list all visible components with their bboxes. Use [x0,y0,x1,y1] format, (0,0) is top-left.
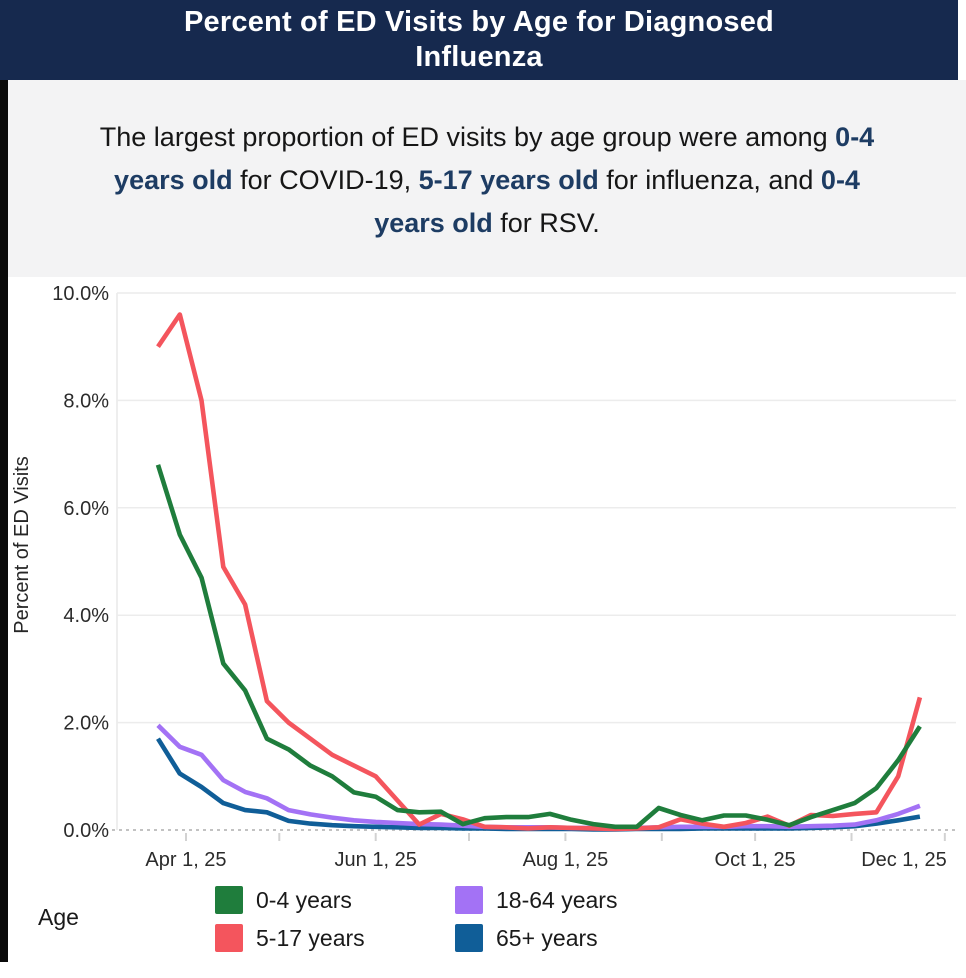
left-border-strip [0,80,8,962]
legend-column-2: 18-64 years 65+ years [455,886,617,952]
x-tick-label: Aug 1, 25 [523,849,609,871]
legend-item-5-17-years[interactable]: 5-17 years [215,924,365,952]
x-tick-label: Dec 1, 25 [861,849,947,871]
legend-swatch-purple [455,886,483,914]
series-line-0-4-years[interactable] [155,464,922,830]
x-tick-label: Apr 1, 25 [145,849,226,871]
page-title: Percent of ED Visits by Age for Diagnose… [184,5,774,75]
legend-label: 0-4 years [256,886,352,913]
key-finding-text: The largest proportion of ED visits by a… [32,116,942,245]
y-tick-label: 2.0% [63,713,109,735]
legend-item-0-4-years[interactable]: 0-4 years [215,886,365,914]
key-finding-line: years old for COVID-19, 5-17 years old f… [114,165,860,195]
chart-title-banner: Percent of ED Visits by Age for Diagnose… [0,0,958,80]
y-tick-label: 8.0% [63,390,109,412]
key-finding-line: The largest proportion of ED visits by a… [99,122,875,152]
key-finding-banner: The largest proportion of ED visits by a… [8,80,966,277]
series-lines [155,312,923,832]
key-finding-line: years old for RSV. [374,208,600,238]
series-line-5-17-years[interactable] [156,312,923,832]
legend-label: 18-64 years [496,886,618,913]
gridlines [112,292,958,831]
legend-item-18-64-years[interactable]: 18-64 years [455,886,617,914]
x-axis: Apr 1, 25 Jun 1, 25 Aug 1, 25 Oct 1, 25 Dec … [145,833,947,871]
x-tick-label: Oct 1, 25 [715,849,796,871]
legend-title: Age [38,904,79,930]
y-tick-label: 6.0% [63,498,109,520]
y-tick-label: 0.0% [63,820,109,842]
x-tick-label: Jun 1, 25 [335,849,417,871]
page-title-line-2: Influenza [415,41,543,73]
legend-swatch-green [215,886,243,914]
ed-visits-line-chart[interactable]: 0.0% 2.0% 4.0% 6.0% 8.0% 10.0% Apr 1, 25 Jun 1… [8,277,958,877]
y-tick-label: 10.0% [52,283,109,305]
legend-item-65-plus-years[interactable]: 65+ years [455,924,617,952]
y-tick-label: 4.0% [63,605,109,627]
legend-column-1: 0-4 years 5-17 years [215,886,365,952]
legend-label: 65+ years [496,924,598,951]
page-title-line-1: Percent of ED Visits by Age for Diagnose… [184,6,774,38]
legend-label: 5-17 years [256,924,365,951]
y-axis-labels: 0.0% 2.0% 4.0% 6.0% 8.0% 10.0% [52,283,109,842]
chart-panel: 0.0% 2.0% 4.0% 6.0% 8.0% 10.0% Apr 1, 25 Jun 1… [8,277,958,962]
legend-swatch-blue [455,924,483,952]
y-axis-title: Percent of ED Visits [11,456,33,633]
legend-swatch-red [215,924,243,952]
